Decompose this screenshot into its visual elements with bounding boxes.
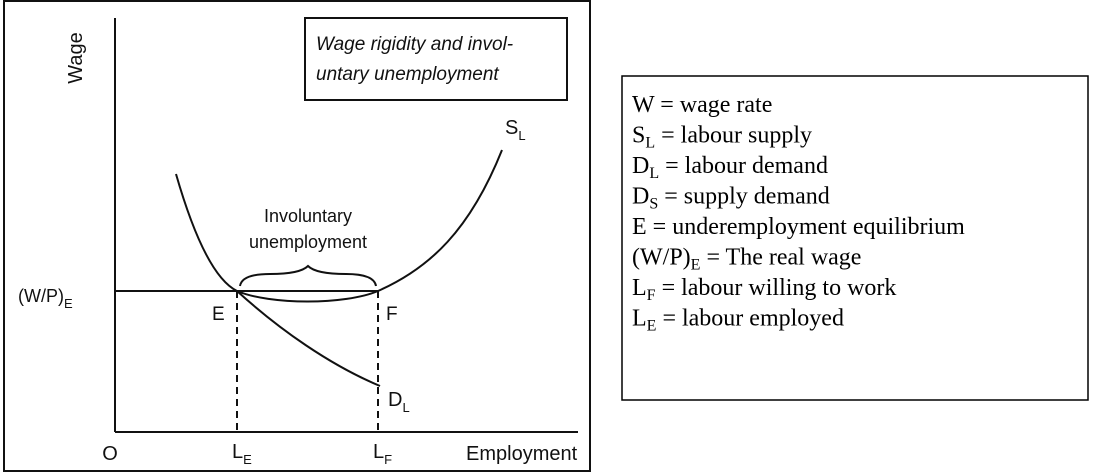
legend-sub: L (645, 135, 655, 152)
legend-item: DS = supply demand (632, 184, 830, 213)
legend-text: = underemployment equilibrium (647, 214, 965, 240)
legend-symbol: E (632, 214, 647, 240)
legend-item: SL = labour supply (632, 123, 812, 152)
supply-curve (175, 149, 503, 303)
demand-curve (236, 290, 381, 387)
gap-label: unemployment (249, 232, 367, 252)
legend-text: = labour employed (656, 306, 844, 332)
legend-text: = labour willing to work (656, 275, 897, 301)
y-axis-label: Wage (65, 32, 87, 84)
legend-symbol: D (632, 153, 649, 179)
gap-label: Involuntary (264, 206, 352, 226)
x-axis-label: Employment (466, 443, 578, 465)
legend-sub: F (647, 287, 656, 304)
legend-item: DL = labour demand (632, 153, 828, 182)
legend-symbol: (W/P) (632, 245, 691, 271)
title-line: untary unemployment (316, 64, 499, 85)
legend-symbol: L (632, 306, 647, 332)
legend-text: = supply demand (658, 184, 830, 210)
legend-text: = labour demand (659, 153, 828, 179)
legend-sub: S (649, 196, 658, 213)
legend-sub: L (649, 165, 659, 182)
legend-item: W = wage rate (632, 92, 772, 118)
legend-symbol: W (632, 92, 655, 118)
supply-label: SL (505, 117, 526, 143)
legend-item: (W/P)E = The real wage (632, 245, 861, 274)
legend-text: = The real wage (700, 245, 861, 271)
wage-level-label: (W/P)E (18, 286, 73, 311)
diagram-frame (3, 0, 591, 472)
title-box (304, 17, 568, 101)
legend-text: = wage rate (654, 92, 772, 118)
legend-item: E = underemployment equilibrium (632, 214, 965, 240)
point-label: F (386, 304, 398, 325)
le-label: LE (232, 441, 252, 467)
origin: O (102, 443, 118, 465)
demand-label: DL (388, 389, 410, 415)
point-label: E (212, 304, 225, 325)
legend-text: = labour supply (655, 123, 812, 149)
legend-item: LF = labour willing to work (632, 275, 896, 304)
title-line: Wage rigidity and invol- (316, 34, 513, 55)
legend-box (621, 75, 1089, 401)
legend-symbol: S (632, 123, 645, 149)
legend-symbol: L (632, 275, 647, 301)
legend-item: LE = labour employed (632, 306, 844, 335)
legend-sub: E (647, 318, 657, 335)
lf-label: LF (373, 441, 392, 467)
legend-sub: E (691, 257, 701, 274)
legend-symbol: D (632, 184, 649, 210)
brace (239, 264, 377, 287)
